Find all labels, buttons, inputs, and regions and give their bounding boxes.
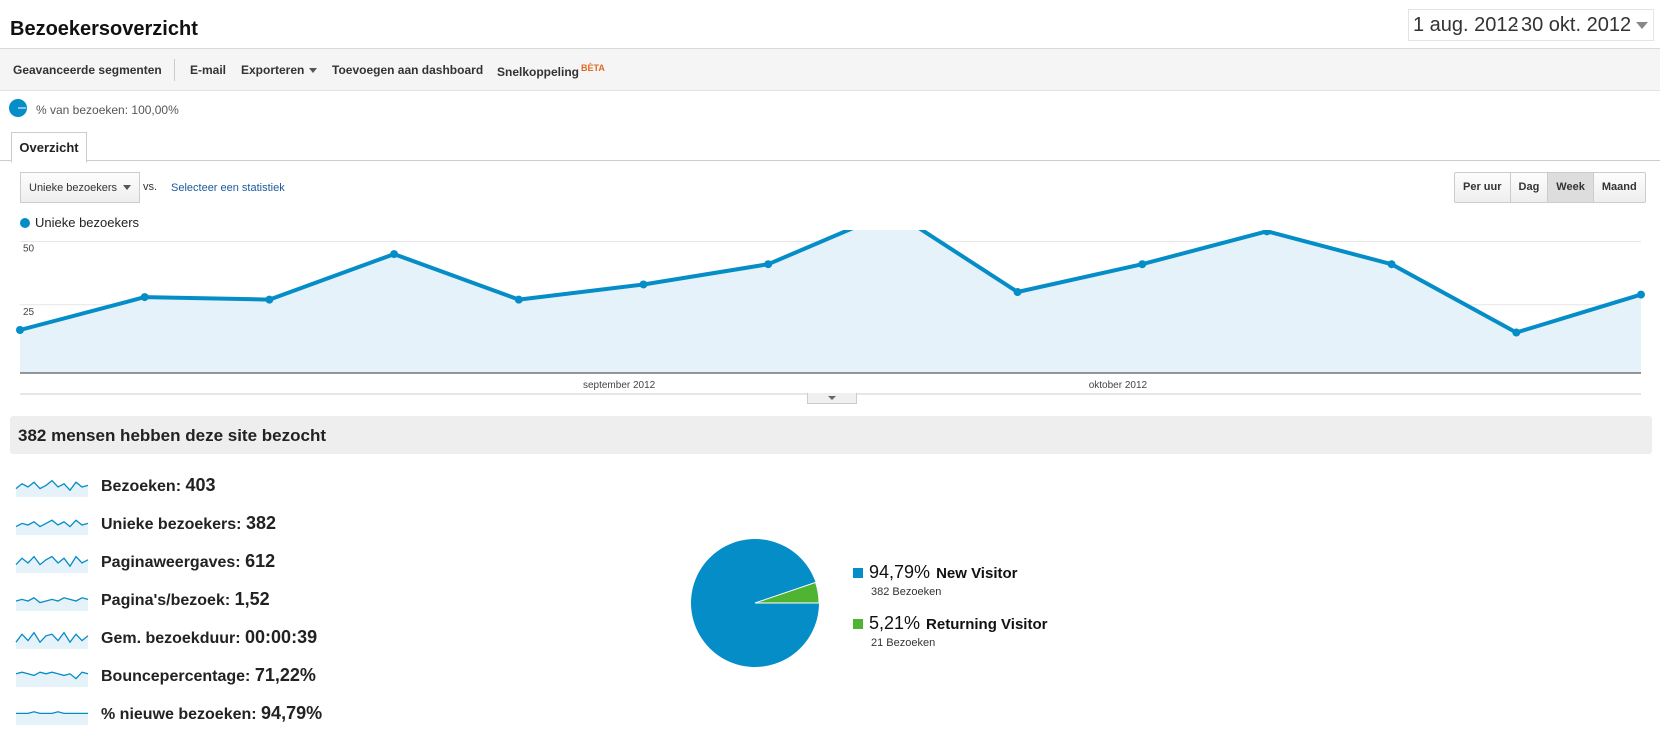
report-toolbar: Geavanceerde segmenten E-mail Exporteren… <box>0 49 1660 91</box>
legend-swatch-icon <box>853 619 863 629</box>
visitors-line-chart: 50 25 september 2012 oktober 2012 <box>16 230 1645 395</box>
stat-text: Bezoeken: 403 <box>101 475 216 496</box>
data-point[interactable] <box>265 295 274 304</box>
stat-text: % nieuwe bezoeken: 94,79% <box>101 703 322 724</box>
add-to-dashboard-button[interactable]: Toevoegen aan dashboard <box>332 63 484 77</box>
granularity-day-button[interactable]: Dag <box>1509 173 1548 202</box>
chart-collapse-toggle[interactable] <box>807 393 857 404</box>
toolbar-divider <box>174 59 175 81</box>
data-point[interactable] <box>514 295 523 304</box>
export-button[interactable]: Exporteren <box>241 63 318 77</box>
data-point[interactable] <box>140 293 149 302</box>
beta-badge: BÈTA <box>581 63 605 73</box>
visitor-type-pie-chart <box>691 539 820 667</box>
chevron-down-icon <box>1636 22 1648 29</box>
chevron-down-icon <box>309 68 318 74</box>
legend-percentage: 94,79% New Visitor <box>869 562 1018 582</box>
stat-text: Unieke bezoekers: 382 <box>101 513 276 534</box>
legend-label: Returning Visitor <box>926 616 1048 633</box>
summary-bar: 382 mensen hebben deze site bezocht <box>10 416 1652 454</box>
date-range-end: 30 okt. 2012 <box>1521 14 1632 36</box>
stat-label: Pagina's/bezoek: <box>101 592 235 609</box>
date-range-picker[interactable]: 1 aug. 2012 - 30 okt. 2012 <box>1408 9 1654 41</box>
y-tick-label: 50 <box>23 244 35 255</box>
sparkline-icon <box>15 519 89 535</box>
vs-label: vs. <box>143 181 158 193</box>
granularity-month-button[interactable]: Maand <box>1592 173 1645 202</box>
page-title: Bezoekersoverzicht <box>10 18 198 40</box>
segment-pie-icon <box>9 99 27 117</box>
sparkline-icon <box>15 671 89 687</box>
data-point[interactable] <box>16 325 24 334</box>
data-point[interactable] <box>1637 290 1645 299</box>
stat-text: Pagina's/bezoek: 1,52 <box>101 589 270 610</box>
stat-value: 00:00:39 <box>245 627 318 647</box>
sparkline-icon <box>15 597 89 611</box>
stat-value: 382 <box>245 513 276 533</box>
data-point[interactable] <box>1013 288 1022 297</box>
data-point[interactable] <box>1512 328 1521 337</box>
series-line-unieke-bezoekers <box>19 230 1642 335</box>
stat-text: Bouncepercentage: 71,22% <box>101 665 316 686</box>
tab-bar-line <box>0 160 1660 161</box>
data-point[interactable] <box>639 280 648 289</box>
data-point[interactable] <box>390 250 399 259</box>
legend-visits-count: 21 Bezoeken <box>871 637 936 649</box>
legend-percentage: 5,21% Returning Visitor <box>869 613 1048 633</box>
sparkline-icon <box>15 555 89 573</box>
metric-select[interactable]: Unieke bezoekers <box>20 172 140 203</box>
pie-slice-returning-visitor[interactable] <box>754 581 820 604</box>
advanced-segments-button[interactable]: Geavanceerde segmenten <box>13 63 162 77</box>
data-point[interactable] <box>1387 260 1396 269</box>
data-point[interactable] <box>1138 260 1147 269</box>
stat-label: Paginaweergaves: <box>101 554 246 571</box>
tab-overview[interactable]: Overzicht <box>11 132 87 163</box>
x-axis-label: september 2012 <box>583 380 656 391</box>
legend-swatch-icon <box>853 568 863 578</box>
legend-visits-count: 382 Bezoeken <box>871 586 942 598</box>
data-point[interactable] <box>764 260 773 269</box>
date-range-start: 1 aug. 2012 <box>1413 14 1519 36</box>
stat-label: Unieke bezoekers: <box>101 516 246 533</box>
stat-text: Gem. bezoekduur: 00:00:39 <box>101 627 317 648</box>
sparkline-icon <box>15 479 89 497</box>
data-point[interactable] <box>1262 230 1271 236</box>
x-axis-label: oktober 2012 <box>1089 380 1148 391</box>
granularity-hour-button[interactable]: Per uur <box>1463 181 1502 193</box>
y-tick-label: 25 <box>23 307 35 318</box>
stat-value: 1,52 <box>234 589 270 609</box>
series-area-fill <box>20 230 1641 373</box>
legend-label: New Visitor <box>936 565 1018 582</box>
summary-headline: 382 mensen hebben deze site bezocht <box>18 426 326 445</box>
stat-value: 94,79% <box>261 703 323 723</box>
export-label: Exporteren <box>241 63 305 77</box>
date-range-separator: - <box>1513 17 1518 33</box>
granularity-week-button[interactable]: Week <box>1547 173 1593 202</box>
sparkline-icon <box>15 631 89 649</box>
metric-select-value: Unieke bezoekers <box>29 182 118 194</box>
stat-label: Gem. bezoekduur: <box>101 630 246 647</box>
page-header: Bezoekersoverzicht 1 aug. 2012 - 30 okt.… <box>0 0 1660 49</box>
stat-value: 612 <box>245 551 276 571</box>
stat-label: % nieuwe bezoeken: <box>101 706 262 723</box>
stat-value: 71,22% <box>254 665 316 685</box>
stat-label: Bezoeken: <box>101 478 186 495</box>
granularity-toggle: Per uur Dag Week Maand <box>1454 172 1646 203</box>
shortcut-button[interactable]: Snelkoppeling BÈTA <box>497 63 605 79</box>
chevron-down-icon <box>123 185 131 190</box>
stat-value: 403 <box>185 475 216 495</box>
legend-dot-icon <box>20 218 30 228</box>
shortcut-label: Snelkoppeling <box>497 65 580 79</box>
legend-label: Unieke bezoekers <box>35 215 140 230</box>
stat-text: Paginaweergaves: 612 <box>101 551 275 572</box>
email-button[interactable]: E-mail <box>190 63 227 77</box>
select-statistic-link[interactable]: Selecteer een statistiek <box>171 182 285 194</box>
segment-label: % van bezoeken: 100,00% <box>36 103 179 117</box>
stat-label: Bouncepercentage: <box>101 668 255 685</box>
sparkline-icon <box>16 711 88 725</box>
